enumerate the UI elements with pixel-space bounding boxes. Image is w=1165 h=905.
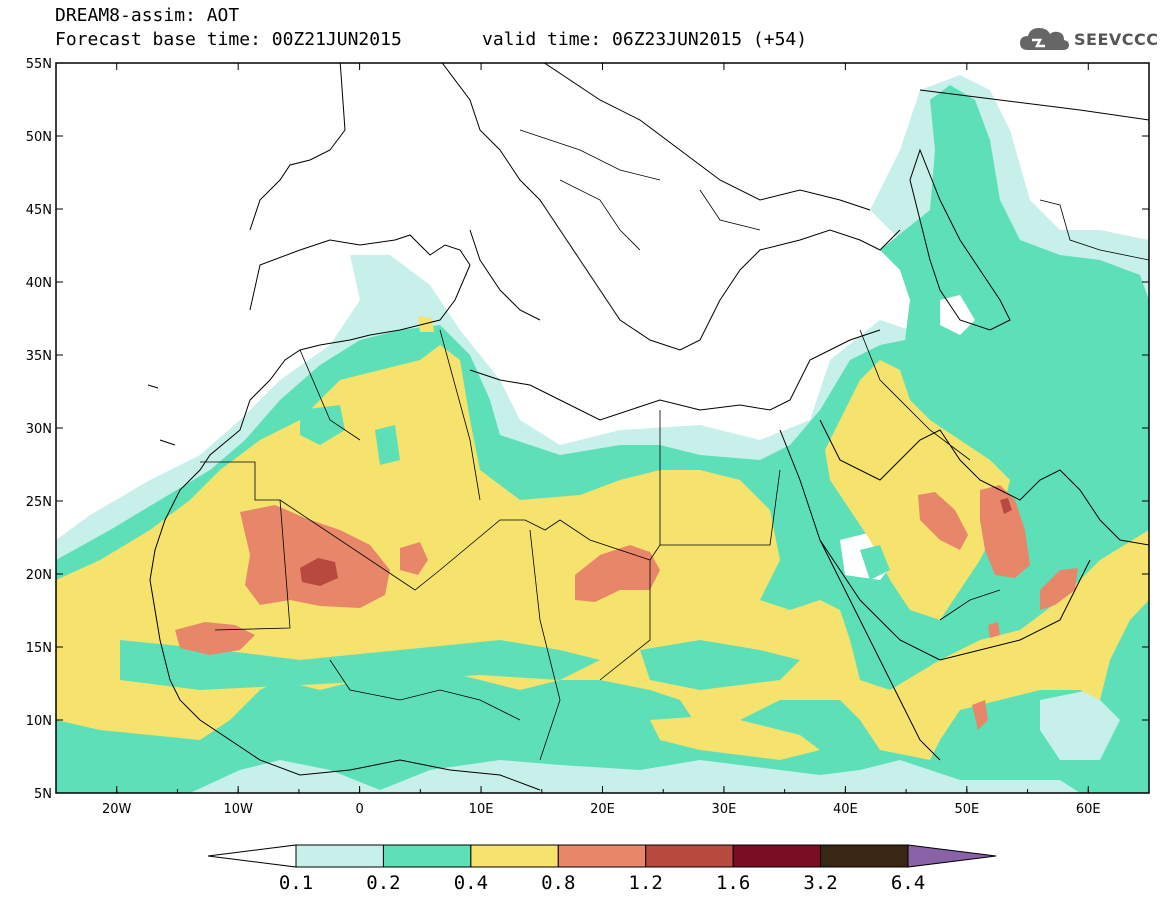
colorbar-box xyxy=(645,844,734,868)
colorbar-level-label: 0.8 xyxy=(541,872,575,894)
seevccc-logo: SEEVCCC xyxy=(1018,22,1159,56)
aot-level-1.2 xyxy=(300,498,1012,586)
colorbar-box xyxy=(732,844,822,868)
colorbar-level-label: 6.4 xyxy=(891,872,925,894)
latitude-axis: 55N 50N 45N 40N 35N 30N 25N 20N 15N 10N 5N xyxy=(26,57,1149,802)
aot-field xyxy=(56,63,1149,793)
colorbar-level-label: 0.4 xyxy=(454,872,488,894)
lon-tick-label: 20E xyxy=(590,802,615,817)
aot-level-0.8 xyxy=(175,316,1078,730)
lat-tick-label: 55N xyxy=(26,57,52,72)
lat-tick-label: 25N xyxy=(26,495,52,510)
cloud-icon xyxy=(1020,28,1069,50)
aot-level-0.2-inner xyxy=(120,405,890,740)
colorbar-box xyxy=(557,844,647,868)
colorbar-box xyxy=(470,844,559,868)
lat-tick-label: 5N xyxy=(34,787,52,802)
lon-tick-label: 30E xyxy=(712,802,737,817)
lon-tick-label: 0 xyxy=(355,802,363,817)
lat-tick-label: 50N xyxy=(26,130,52,145)
logo-text: SEEVCCC xyxy=(1074,29,1159,49)
colorbar-box xyxy=(382,844,472,868)
lat-tick-label: 45N xyxy=(26,203,52,218)
colorbar-level-label: 0.2 xyxy=(366,872,400,894)
lat-tick-label: 20N xyxy=(26,568,52,583)
lon-tick-label: 60E xyxy=(1076,802,1101,817)
valid-time: valid time: 06Z23JUN2015 (+54) xyxy=(482,29,808,50)
lat-tick-label: 35N xyxy=(26,349,52,364)
colorbar: 0.1 0.2 0.4 0.8 1.2 1.6 3.2 6.4 xyxy=(207,844,997,894)
borders xyxy=(200,129,1149,761)
coastlines xyxy=(147,63,1149,791)
colorbar-box xyxy=(295,844,384,868)
colorbar-level-label: 1.2 xyxy=(629,872,663,894)
lon-tick-label: 20W xyxy=(102,802,132,817)
product-title: DREAM8-assim: AOT xyxy=(55,5,240,26)
forecast-base-time: Forecast base time: 00Z21JUN2015 xyxy=(55,29,402,50)
lon-tick-label: 50E xyxy=(954,802,979,817)
colorbar-over-arrow xyxy=(907,844,997,868)
lat-tick-label: 10N xyxy=(26,714,52,729)
lon-tick-label: 10E xyxy=(469,802,494,817)
colorbar-level-label: 3.2 xyxy=(803,872,837,894)
lat-tick-label: 30N xyxy=(26,422,52,437)
lon-tick-label: 40E xyxy=(833,802,858,817)
longitude-axis: 20W 10W 0 10E 20E 30E 40E 50E 60E xyxy=(55,63,1150,817)
lat-tick-label: 15N xyxy=(26,641,52,656)
colorbar-under-arrow xyxy=(207,844,297,868)
colorbar-level-label: 1.6 xyxy=(716,872,750,894)
colorbar-level-label: 0.1 xyxy=(279,872,313,894)
lon-tick-label: 10W xyxy=(223,802,253,817)
lat-tick-label: 40N xyxy=(26,276,52,291)
aot-level-0.4 xyxy=(56,345,1149,760)
colorbar-box xyxy=(820,844,909,868)
